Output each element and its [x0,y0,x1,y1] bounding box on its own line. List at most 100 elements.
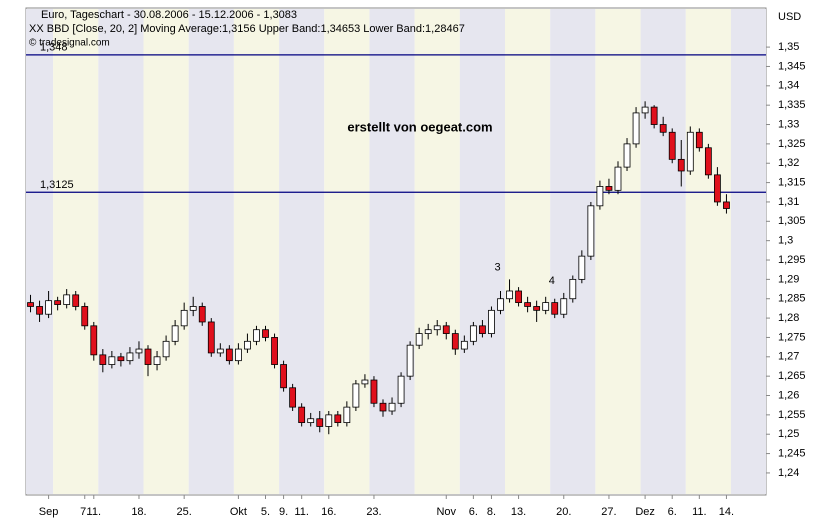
candle-body [677,158,685,172]
candle-body [325,414,333,427]
y-tick-label: 1,285 [778,293,806,305]
level-label: 1,3125 [40,179,74,191]
candle-body [469,325,477,342]
y-tick-label: 1,26 [778,389,799,401]
week-stripe [505,9,551,494]
x-tick-label: 8. [487,506,496,518]
candle-body [515,290,522,304]
week-stripe [143,9,189,494]
candle-body [704,147,712,176]
candle-body [560,298,568,315]
week-stripe [26,9,54,494]
level-label: 1,348 [40,42,68,54]
x-tick-label: 13. [511,506,526,518]
y-tick-label: 1,315 [778,176,806,188]
x-tick-label: Okt [230,506,247,518]
candle-body [108,356,116,365]
x-tick-label: Sep [39,506,59,518]
candle-body [659,124,667,133]
x-tick-label: 25. [177,506,192,518]
x-tick-label: Dez [635,506,655,518]
candle-body [623,143,631,168]
week-stripe [369,9,415,494]
y-tick-label: 1,255 [778,409,806,421]
x-tick-label: 11. [294,506,308,518]
candle-body [135,348,143,354]
wave-label: 4 [549,275,555,287]
x-tick-label: 5. [261,506,270,518]
candle-body [244,340,251,350]
y-tick-label: 1,265 [778,370,806,382]
y-tick-label: 1,33 [778,118,799,130]
candle-body [506,290,513,300]
header-line: XX BBD [Close, 20, 2] Moving Average:1,3… [29,23,465,35]
candle-body [54,300,62,305]
candle-body [695,131,703,149]
candle-body [271,337,278,365]
candle-body [723,201,730,209]
x-tick-label: 23. [366,506,381,518]
y-tick-label: 1,335 [778,99,806,111]
candle-body [551,302,559,315]
y-tick-label: 1,245 [778,447,806,459]
candle-body [605,186,613,191]
watermark: erstellt von oegeat.com [347,119,492,134]
candle-body [361,379,369,385]
week-stripe [730,9,766,494]
x-tick-label: 6. [668,506,677,518]
candle-body [542,302,550,311]
candle-body [343,406,351,424]
candle-body [225,348,233,362]
candle-body [27,302,34,307]
candle-body [180,309,188,327]
candle-body [415,333,423,346]
candle-body [81,306,89,327]
background [26,9,766,494]
candle-body [289,387,297,408]
candle-body [379,402,387,412]
candle-body [442,325,450,334]
y-tick-label: 1,35 [778,41,799,53]
week-stripe [233,9,280,494]
x-tick-label: 18. [131,506,146,518]
candle-body [406,344,414,377]
y-tick-label: 1,29 [778,273,799,285]
candle-body [587,205,595,257]
candle-body [126,352,134,362]
candle-body [153,356,161,365]
candle-body [253,329,260,342]
week-stripe [685,9,731,494]
x-tick-label: 20. [556,506,571,518]
week-stripe [414,9,460,494]
y-tick-label: 1,27 [778,351,799,363]
candle-body [370,379,378,404]
candle-body [144,348,152,365]
y-tick-label: 1,3 [778,235,793,247]
candle-body [578,255,586,280]
candle-body [162,340,170,358]
candle-body [99,354,107,365]
candle-body [45,300,52,315]
x-tick-label: 16. [321,506,336,518]
y-tick-label: 1,32 [778,157,799,169]
candle-body [36,306,43,315]
foreground: 1,24 1,245 1,25 1,255 1,26 1,265 1,27 1,275 1,28… [26,41,806,518]
week-stripe [98,9,144,494]
y-tick-label: 1,345 [778,60,806,72]
week-stripe [595,9,641,494]
candle-body [189,306,197,311]
candle-body [216,348,224,354]
candle-body [596,186,604,207]
candle-body [262,329,269,338]
candle-body [424,329,432,334]
y-tick-label: 1,28 [778,312,799,324]
candle-body [524,302,532,307]
currency: USD [778,11,801,23]
candle-body [497,298,504,311]
week-stripe [459,9,506,494]
x-tick-label: Nov [436,506,456,518]
candle-body [63,294,71,305]
y-tick-label: 1,275 [778,331,806,343]
candle-body [614,166,622,191]
